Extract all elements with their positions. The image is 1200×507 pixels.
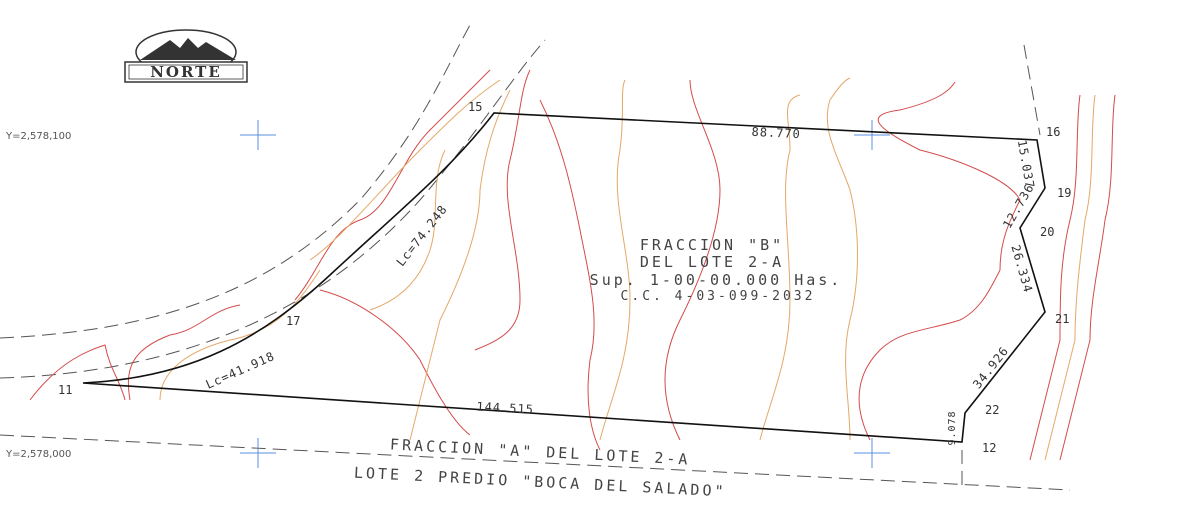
parcel-area: Sup. 1-00-00.000 Has. [590, 271, 843, 289]
distance-label: 34.926 [970, 344, 1011, 392]
boundary-line [0, 434, 1071, 491]
parcel-name: DEL LOTE 2-A [640, 253, 784, 271]
road-edge [0, 24, 471, 339]
distance-label: 88.770 [751, 125, 801, 141]
adjacent-label: LOTE 2 PREDIO "BOCA DEL SALADO" [354, 464, 727, 501]
contours [29, 69, 1116, 461]
vertex-label: 19 [1057, 186, 1071, 200]
vertex-label: 12 [982, 441, 996, 455]
logo: NORTE [124, 29, 248, 83]
distance-label: Lc=74.248 [394, 202, 451, 269]
vertex-label: 22 [985, 403, 999, 417]
vertex-label: 11 [58, 383, 72, 397]
distance-label: 26.334 [1008, 243, 1035, 294]
adjacent-label: FRACCION "A" DEL LOTE 2-A [390, 435, 691, 468]
grid-crosses [240, 120, 890, 468]
distance-label: 9.078 [947, 410, 958, 445]
parcel-boundary [82, 112, 1046, 443]
vertex-label: 15 [468, 100, 482, 114]
road-edge [0, 39, 546, 379]
vertex-label: 16 [1046, 125, 1060, 139]
parcel-cadastral: C.C. 4-03-099-2032 [621, 289, 816, 304]
grid-label: Y=2,578,100 [5, 131, 71, 142]
parcel-name: FRACCION "B" [640, 236, 784, 254]
vertex-label: 20 [1040, 225, 1054, 239]
grid-label: Y=2,578,000 [5, 449, 71, 460]
logo-text: NORTE [150, 63, 222, 81]
boundary-line [1023, 44, 1041, 136]
distance-label: Lc=41.918 [204, 349, 277, 392]
distance-label: 144.515 [476, 400, 534, 417]
vertex-label: 21 [1055, 312, 1069, 326]
vertex-label: 17 [286, 314, 300, 328]
distance-label: 12.736 [1000, 181, 1037, 231]
